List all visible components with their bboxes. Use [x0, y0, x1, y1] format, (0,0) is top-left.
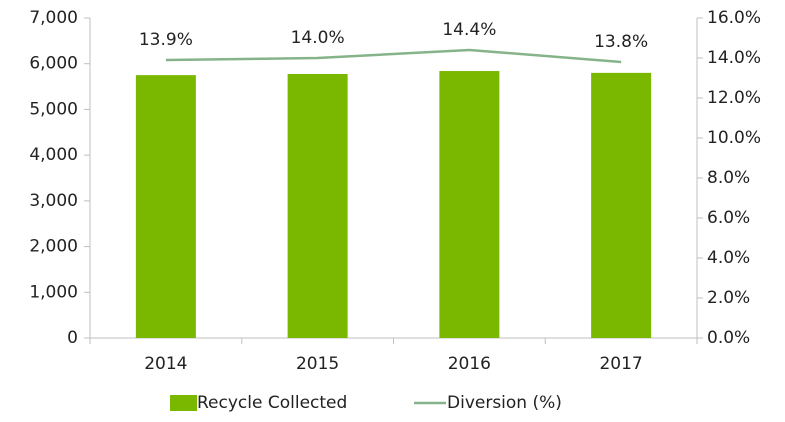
data-label: 13.8% [594, 32, 648, 52]
y-tick-label: 0 [67, 328, 78, 348]
data-label: 13.9% [139, 30, 193, 50]
bar [591, 72, 652, 338]
legend-swatch [170, 395, 197, 411]
data-label: 14.4% [442, 20, 496, 40]
legend-label: Diversion (%) [447, 393, 562, 413]
y2-tick-label: 14.0% [707, 48, 761, 68]
bar [135, 75, 196, 339]
y2-tick-label: 2.0% [707, 288, 750, 308]
y-tick-label: 6,000 [29, 54, 78, 74]
y-tick-label: 3,000 [29, 191, 78, 211]
line [165, 48, 622, 64]
y2-tick-label: 6.0% [707, 208, 750, 228]
y-tick-label: 2,000 [29, 237, 78, 257]
y-tick-label: 7,000 [29, 8, 78, 28]
x-tick-label: 2014 [144, 354, 187, 374]
y2-tick-label: 0.0% [707, 328, 750, 348]
y2-tick-label: 12.0% [707, 88, 761, 108]
x-tick-label: 2016 [448, 354, 491, 374]
x-tick-label: 2017 [599, 354, 642, 374]
y2-tick-label: 16.0% [707, 8, 761, 28]
y-tick-label: 5,000 [29, 99, 78, 119]
bar [439, 71, 500, 339]
y2-tick-label: 10.0% [707, 128, 761, 148]
y-tick-label: 1,000 [29, 282, 78, 302]
y2-tick-label: 8.0% [707, 168, 750, 188]
x-tick-label: 2015 [296, 354, 339, 374]
data-label: 14.0% [291, 28, 345, 48]
y-tick-label: 4,000 [29, 145, 78, 165]
legend-label: Recycle Collected [197, 393, 347, 413]
bar [287, 74, 348, 338]
y2-tick-label: 4.0% [707, 248, 750, 268]
